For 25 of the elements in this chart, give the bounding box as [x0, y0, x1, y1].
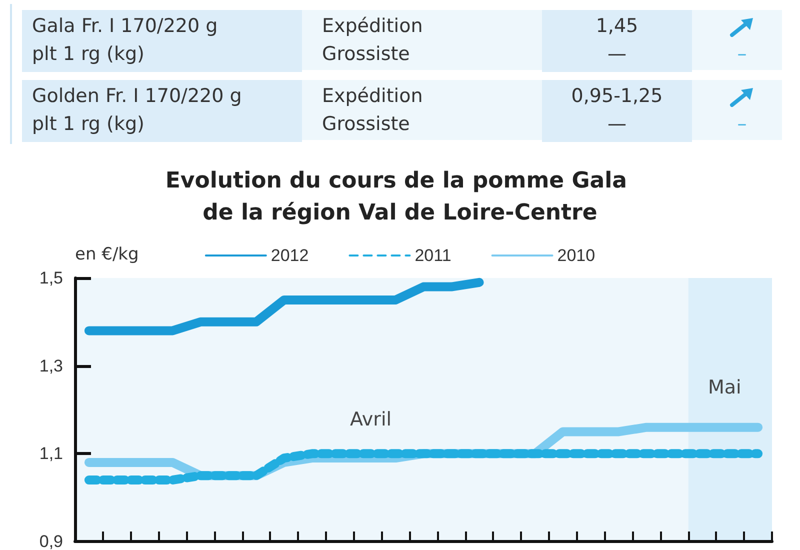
text: 1,45: [594, 14, 640, 39]
chart-title: Evolution du cours de la pomme Gala de la région Val de Loire-Centre: [165, 168, 635, 226]
y-tick-label: 1,3: [39, 356, 63, 376]
annotation: Avril: [350, 408, 392, 430]
y-tick-label: 1,1: [39, 444, 63, 464]
text: 0,95-1,25: [570, 84, 664, 109]
y-axis-title: en €/kg: [75, 244, 139, 264]
text: —: [606, 42, 628, 67]
text: Golden Fr. I 170/220 g: [32, 84, 243, 109]
text: Gala Fr. I 170/220 g: [32, 14, 219, 39]
text: Expédition: [322, 14, 424, 39]
text: —: [606, 112, 628, 137]
text: Grossiste: [322, 112, 411, 137]
legend-label: 2012: [270, 246, 309, 265]
text: Expédition: [322, 84, 424, 109]
text: Grossiste: [322, 42, 411, 67]
text: –: [736, 112, 748, 137]
legend-label: 2010: [557, 246, 596, 265]
text: plt 1 rg (kg): [32, 42, 146, 67]
text: –: [736, 42, 748, 67]
y-tick-label: 0,9: [39, 532, 63, 550]
annotation: Mai: [708, 376, 742, 398]
legend-label: 2011: [414, 246, 452, 265]
y-tick-label: 1,5: [39, 268, 63, 288]
text: plt 1 rg (kg): [32, 112, 146, 137]
